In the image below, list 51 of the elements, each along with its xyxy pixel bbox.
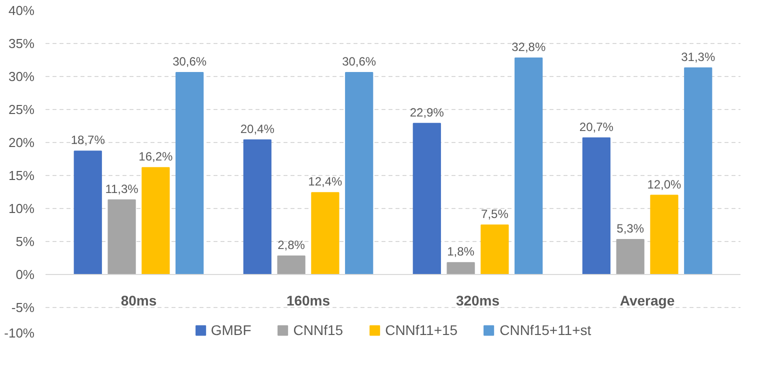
bar xyxy=(142,167,170,275)
data-label: 31,3% xyxy=(681,50,716,64)
data-label: 20,7% xyxy=(579,120,614,134)
data-label: 18,7% xyxy=(70,133,106,148)
data-label: 12,4% xyxy=(308,174,343,189)
data-label: 11,3% xyxy=(105,182,139,196)
data-label: 16,2% xyxy=(138,150,174,164)
data-label: 22,9% xyxy=(410,105,444,120)
bar xyxy=(684,67,712,275)
y-tick-label: 10% xyxy=(8,201,35,216)
y-tick-label: 0% xyxy=(16,267,35,282)
data-label: 20,4% xyxy=(240,122,275,136)
y-tick-label: -10% xyxy=(4,326,35,340)
legend-label: CNNf15 xyxy=(293,322,344,338)
bar xyxy=(345,72,374,275)
bar xyxy=(243,139,272,275)
legend-label: GMBF xyxy=(210,322,252,338)
data-label: 7,5% xyxy=(481,207,509,221)
y-tick-label: 30% xyxy=(8,69,35,84)
y-tick-label: 40% xyxy=(8,3,35,18)
data-label: 30,6% xyxy=(172,54,207,69)
y-tick-label: -5% xyxy=(11,300,35,315)
bar xyxy=(446,262,475,275)
data-label: 32,8% xyxy=(512,40,546,54)
bar xyxy=(412,122,441,275)
data-label: 5,3% xyxy=(616,222,644,236)
bar xyxy=(582,137,610,275)
bar xyxy=(311,192,340,275)
bar xyxy=(176,72,204,275)
data-label: 30,6% xyxy=(342,54,376,69)
x-tick-label: 320ms xyxy=(456,292,500,308)
legend-label: CNNf15+11+st xyxy=(500,322,592,338)
legend-label: CNNf11+15 xyxy=(385,322,458,338)
y-tick-label: 35% xyxy=(8,36,35,51)
bar xyxy=(74,150,102,275)
data-label: 12,0% xyxy=(647,177,682,192)
y-tick-label: 25% xyxy=(8,102,35,117)
x-tick-label: Average xyxy=(620,292,675,308)
x-tick-label: 80ms xyxy=(120,292,157,308)
bar xyxy=(480,224,509,275)
y-tick-label: 20% xyxy=(8,135,35,150)
bar xyxy=(277,256,306,275)
x-tick-label: 160ms xyxy=(286,292,330,308)
data-label: 2,8% xyxy=(278,238,306,252)
bar xyxy=(650,194,678,275)
bar xyxy=(616,239,644,275)
bar xyxy=(514,58,543,275)
data-label: 1,8% xyxy=(447,244,475,259)
y-tick-label: 15% xyxy=(8,168,35,183)
y-tick-label: 5% xyxy=(16,234,35,249)
bar xyxy=(108,199,136,275)
